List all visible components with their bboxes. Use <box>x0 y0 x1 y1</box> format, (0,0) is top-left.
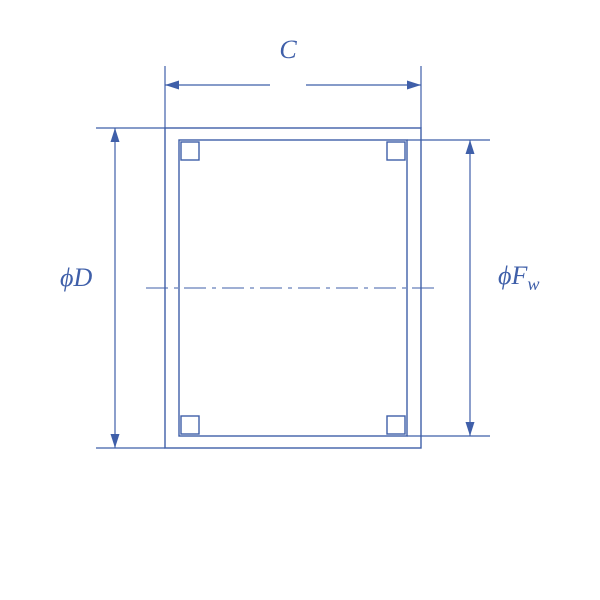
dimension-label-fw: ϕFw <box>498 263 540 293</box>
label-fw-prefix: ϕ <box>498 261 511 290</box>
diagram-canvas: C ϕD ϕFw <box>0 0 600 600</box>
label-c-text: C <box>279 35 296 64</box>
dimension-label-c: C <box>279 37 296 63</box>
label-d-text: D <box>73 263 92 292</box>
label-fw-sub: w <box>527 274 539 294</box>
diagram-svg <box>0 0 600 600</box>
label-fw-text: F <box>511 261 527 290</box>
label-d-prefix: ϕ <box>60 263 73 292</box>
dimension-label-d: ϕD <box>60 265 92 291</box>
